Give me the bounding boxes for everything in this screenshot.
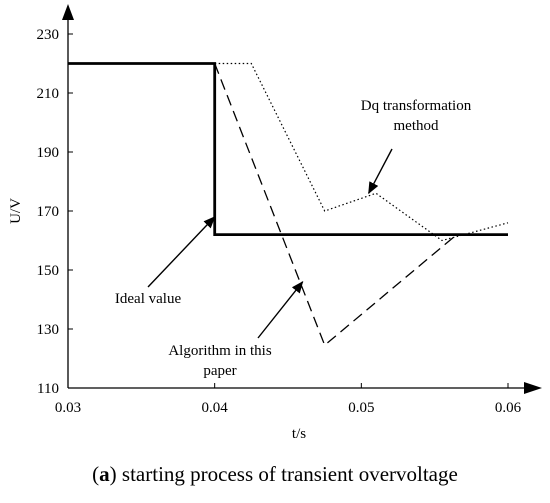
series-ideal-value <box>68 62 508 237</box>
x-tick-label: 0.06 <box>495 400 522 416</box>
y-tick-label: 230 <box>37 27 60 43</box>
annotation-dq-transformation-arrow <box>368 148 393 195</box>
series-dq-transformation-method <box>214 62 509 242</box>
chart: 110 130 150 170 190 210 230 0.03 0.04 0.05 0.06 U/V… <box>8 4 542 442</box>
annotation-algorithm-in-this-line: Algorithm in this <box>168 343 272 359</box>
annotation-dq-transformation-line: Dq transformation <box>361 98 472 114</box>
caption-text: starting process of transient overvoltag… <box>116 462 458 486</box>
annotation-ideal-value-line: Ideal value <box>115 291 182 307</box>
annotation-dq-transformation-line: method <box>394 118 439 134</box>
axes: 110 130 150 170 190 210 230 0.03 0.04 0.05 0.06 U/V… <box>8 4 542 442</box>
y-tick-label: 210 <box>37 86 60 102</box>
y-tick-label: 190 <box>37 145 60 161</box>
y-tick-label: 170 <box>37 204 60 220</box>
series-algorithm-in-this-paper <box>214 63 458 347</box>
y-tick-label: 130 <box>37 322 60 338</box>
x-tick-label: 0.04 <box>202 400 229 416</box>
y-tick-label: 110 <box>37 381 59 397</box>
caption-label: a <box>99 462 110 486</box>
x-axis-arrow <box>524 382 542 394</box>
annotation-ideal-value-arrow <box>147 216 216 288</box>
annotation-layer: Dq transformation method Ideal value Algori… <box>115 98 472 379</box>
x-tick-label: 0.03 <box>55 400 81 416</box>
y-tick-label: 150 <box>37 263 60 279</box>
x-tick-label: 0.05 <box>348 400 374 416</box>
series-layer <box>68 62 509 347</box>
y-axis-label: U/V <box>8 198 24 224</box>
figure-caption: (a) starting process of transient overvo… <box>92 462 458 486</box>
annotation-algorithm-in-this-line: paper <box>203 363 236 379</box>
x-axis-label: t/s <box>292 426 306 442</box>
y-axis-arrow <box>62 4 74 20</box>
annotation-algorithm-in-this-arrow <box>257 281 304 339</box>
